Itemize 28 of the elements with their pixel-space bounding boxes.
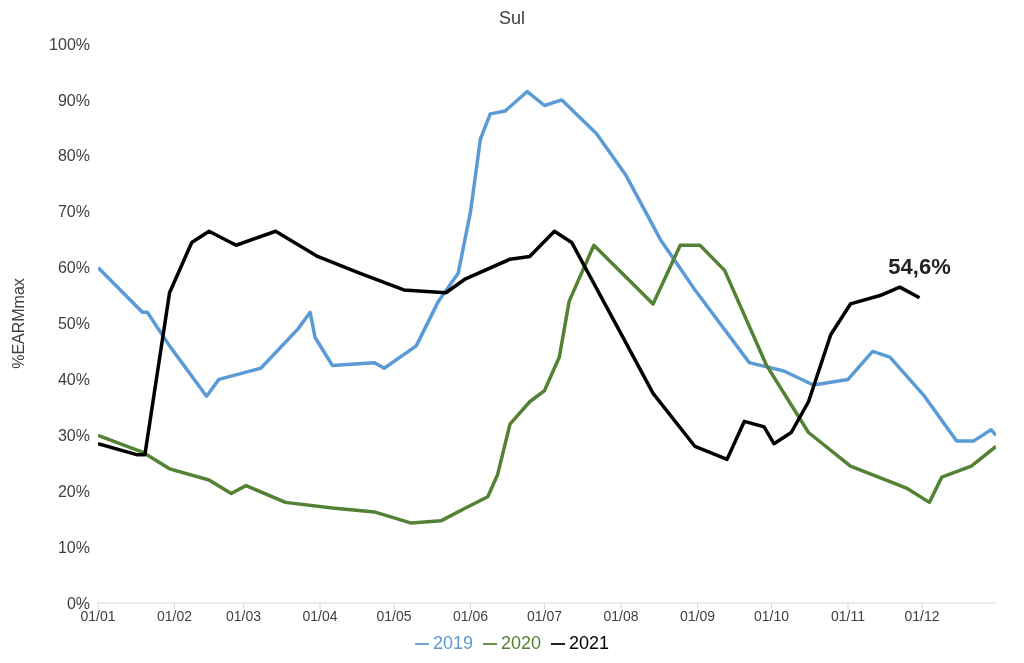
annotation: 54,6% [888,253,951,279]
x-tick-label: 01/08 [603,607,639,624]
chart-title: Sul [498,8,526,30]
y-tick-label: 40% [57,371,90,389]
y-tick-label: 30% [57,426,90,444]
y-tick-label: 10% [57,538,90,556]
x-tick-label: 01/09 [679,607,716,624]
y-tick-label: 70% [57,203,90,221]
legend-label: 2021 [569,633,610,653]
y-axis-title: %EARMmax [9,278,27,369]
x-tick-label: 01/02 [156,607,193,624]
y-tick-label: 20% [57,482,90,500]
y-tick-label: 100% [49,35,90,53]
x-tick-label: 01/11 [830,607,866,624]
y-tick-label: 60% [57,259,90,277]
x-tick-label: 01/04 [302,607,338,624]
x-tick-label: 01/05 [376,607,412,624]
x-tick-label: 01/07 [527,607,563,624]
y-tick-label: 0% [66,594,90,612]
x-tick-label: 01/03 [226,607,262,624]
x-tick-label: 01/10 [753,607,790,624]
legend-label: 2020 [500,633,542,653]
x-tick-label: 01/12 [904,607,940,624]
x-tick-label: 01/06 [453,607,489,624]
y-tick-label: 80% [57,147,90,165]
y-tick-label: 50% [57,315,90,333]
legend-label: 2019 [432,633,473,653]
y-tick-label: 90% [57,91,90,109]
